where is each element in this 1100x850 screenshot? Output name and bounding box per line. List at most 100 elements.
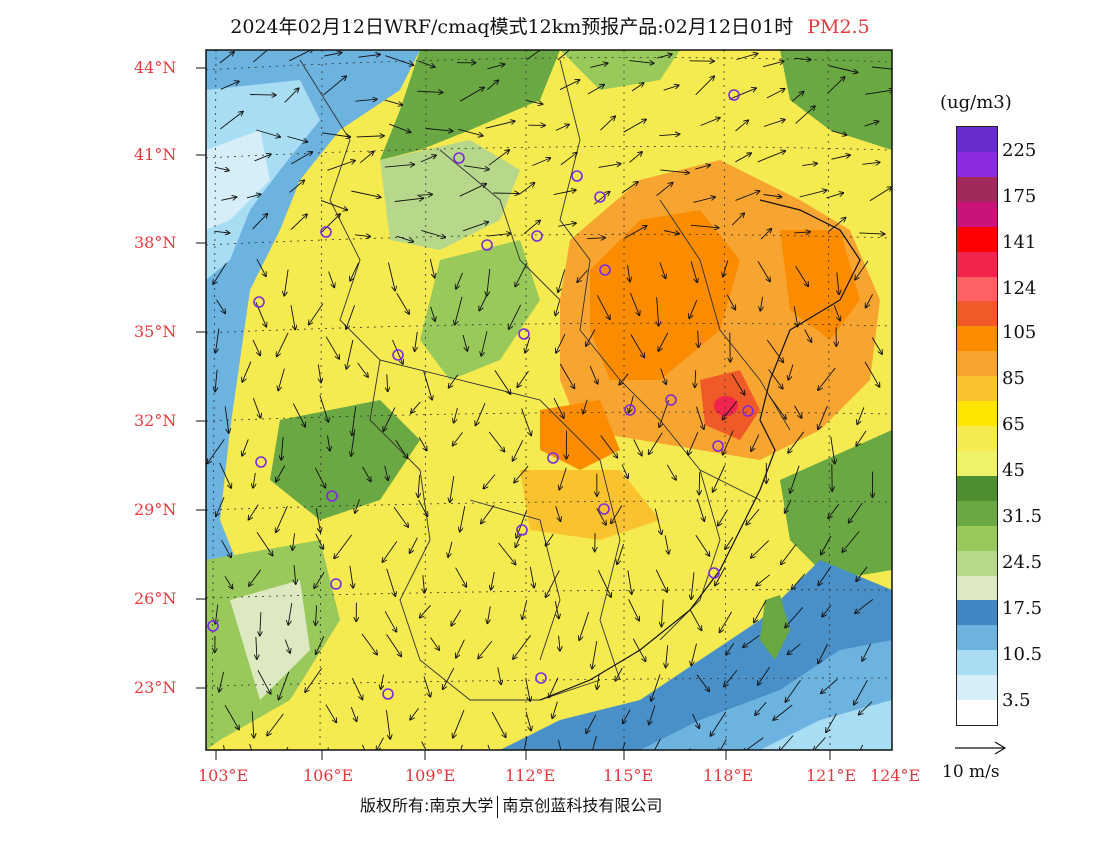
lon-label-109: 109°E	[405, 766, 456, 785]
wind-arrow	[804, 329, 812, 343]
wind-arrow	[866, 293, 873, 307]
city-station-marker	[547, 452, 559, 464]
wind-arrow	[389, 123, 410, 132]
wind-arrow	[689, 608, 702, 630]
wind-arrow	[726, 642, 735, 655]
lat-label-44: 44°N	[134, 58, 177, 77]
wind-arrow	[525, 337, 531, 352]
wind-arrow	[453, 432, 463, 445]
wind-arrow	[821, 535, 832, 555]
wind-arrow	[779, 735, 794, 750]
wind-arrow	[320, 199, 347, 210]
wind-arrow	[725, 536, 734, 549]
wind-arrow	[695, 370, 696, 387]
city-station-marker	[571, 170, 583, 182]
wind-arrow	[871, 67, 892, 69]
wind-arrow	[384, 465, 388, 481]
wind-arrow	[287, 136, 307, 142]
wind-arrow	[487, 606, 490, 623]
wind-arrow	[736, 54, 757, 60]
wind-arrow	[558, 739, 562, 750]
wind-arrow	[214, 231, 229, 233]
wind-arrow	[693, 197, 715, 203]
wind-arrow	[592, 641, 598, 669]
wind-arrow	[719, 739, 727, 750]
wind-arrow	[325, 336, 339, 359]
wind-arrow	[713, 465, 726, 492]
legend-swatch	[957, 151, 997, 178]
lat-label-29: 29°N	[134, 500, 177, 519]
wind-arrow	[276, 465, 286, 482]
legend-swatch	[957, 550, 997, 576]
wind-arrow	[720, 611, 732, 632]
wind-arrow	[478, 640, 493, 658]
wind-arrow	[559, 635, 560, 651]
wind-arrow	[757, 261, 770, 281]
wind-arrow	[818, 367, 836, 390]
wind-arrow	[515, 262, 528, 286]
wind-arrow	[760, 229, 771, 240]
wind-arrow	[381, 674, 384, 690]
wind-arrow	[555, 125, 569, 131]
wind-arrow	[281, 437, 283, 460]
wind-arrow	[454, 407, 458, 423]
wind-arrow	[691, 572, 695, 599]
wind-arrow	[392, 339, 403, 364]
wind-arrow	[751, 434, 760, 451]
wind-arrow	[216, 497, 225, 516]
wind-arrow	[735, 120, 749, 132]
wind-arrow	[481, 331, 488, 356]
legend-swatch	[957, 500, 997, 527]
wind-arrow	[358, 54, 380, 57]
wind-arrow	[597, 569, 611, 597]
wind-arrow	[493, 193, 518, 194]
wind-arrow	[460, 506, 466, 531]
wind-arrow	[463, 165, 489, 170]
lon-label-118: 118°E	[703, 766, 754, 785]
wind-arrow	[351, 677, 362, 699]
wind-arrow	[656, 183, 673, 196]
wind-arrow	[828, 218, 846, 232]
legend-swatch	[957, 251, 997, 277]
wind-arrow	[517, 370, 529, 387]
wind-arrow	[354, 235, 370, 237]
wind-arrow	[451, 609, 462, 626]
wind-arrow	[760, 296, 762, 311]
city-station-marker	[207, 620, 219, 632]
wind-arrow	[660, 169, 689, 173]
wind-arrow	[525, 711, 531, 731]
wind-arrow	[224, 704, 239, 729]
wind-arrow	[455, 296, 463, 325]
wind-arrow	[523, 220, 540, 235]
wind-arrow	[654, 738, 661, 750]
wind-arrow	[292, 533, 294, 550]
wind-arrow	[621, 464, 628, 479]
wind-arrow	[657, 297, 659, 325]
wind-arrow	[284, 88, 299, 103]
city-station-marker	[481, 239, 493, 251]
wind-arrow	[854, 679, 868, 704]
wind-arrow	[788, 364, 794, 380]
lon-label-106: 106°E	[303, 766, 354, 785]
wind-arrow	[459, 88, 484, 102]
city-station-marker	[255, 456, 267, 468]
wind-arrow	[627, 570, 632, 594]
wind-arrow	[622, 742, 626, 750]
wind-arrow	[762, 61, 783, 68]
wind-arrow	[837, 272, 839, 294]
wind-arrow	[659, 399, 670, 427]
wind-arrow	[546, 570, 560, 598]
wind-arrow	[859, 744, 864, 750]
legend-label: 105	[1002, 322, 1037, 343]
copyright-org2: 南京创蓝科技有限公司	[502, 796, 663, 815]
wind-arrow	[768, 369, 783, 388]
wind-arrow	[596, 294, 610, 319]
copyright-separator	[497, 795, 499, 818]
wind-arrow	[267, 713, 284, 736]
wind-arrow	[349, 565, 353, 588]
wind-arrow	[393, 507, 408, 527]
legend-swatch	[957, 226, 997, 253]
legend-label: 45	[1002, 460, 1025, 481]
wind-arrow	[654, 508, 661, 535]
wind-arrow	[429, 258, 434, 278]
